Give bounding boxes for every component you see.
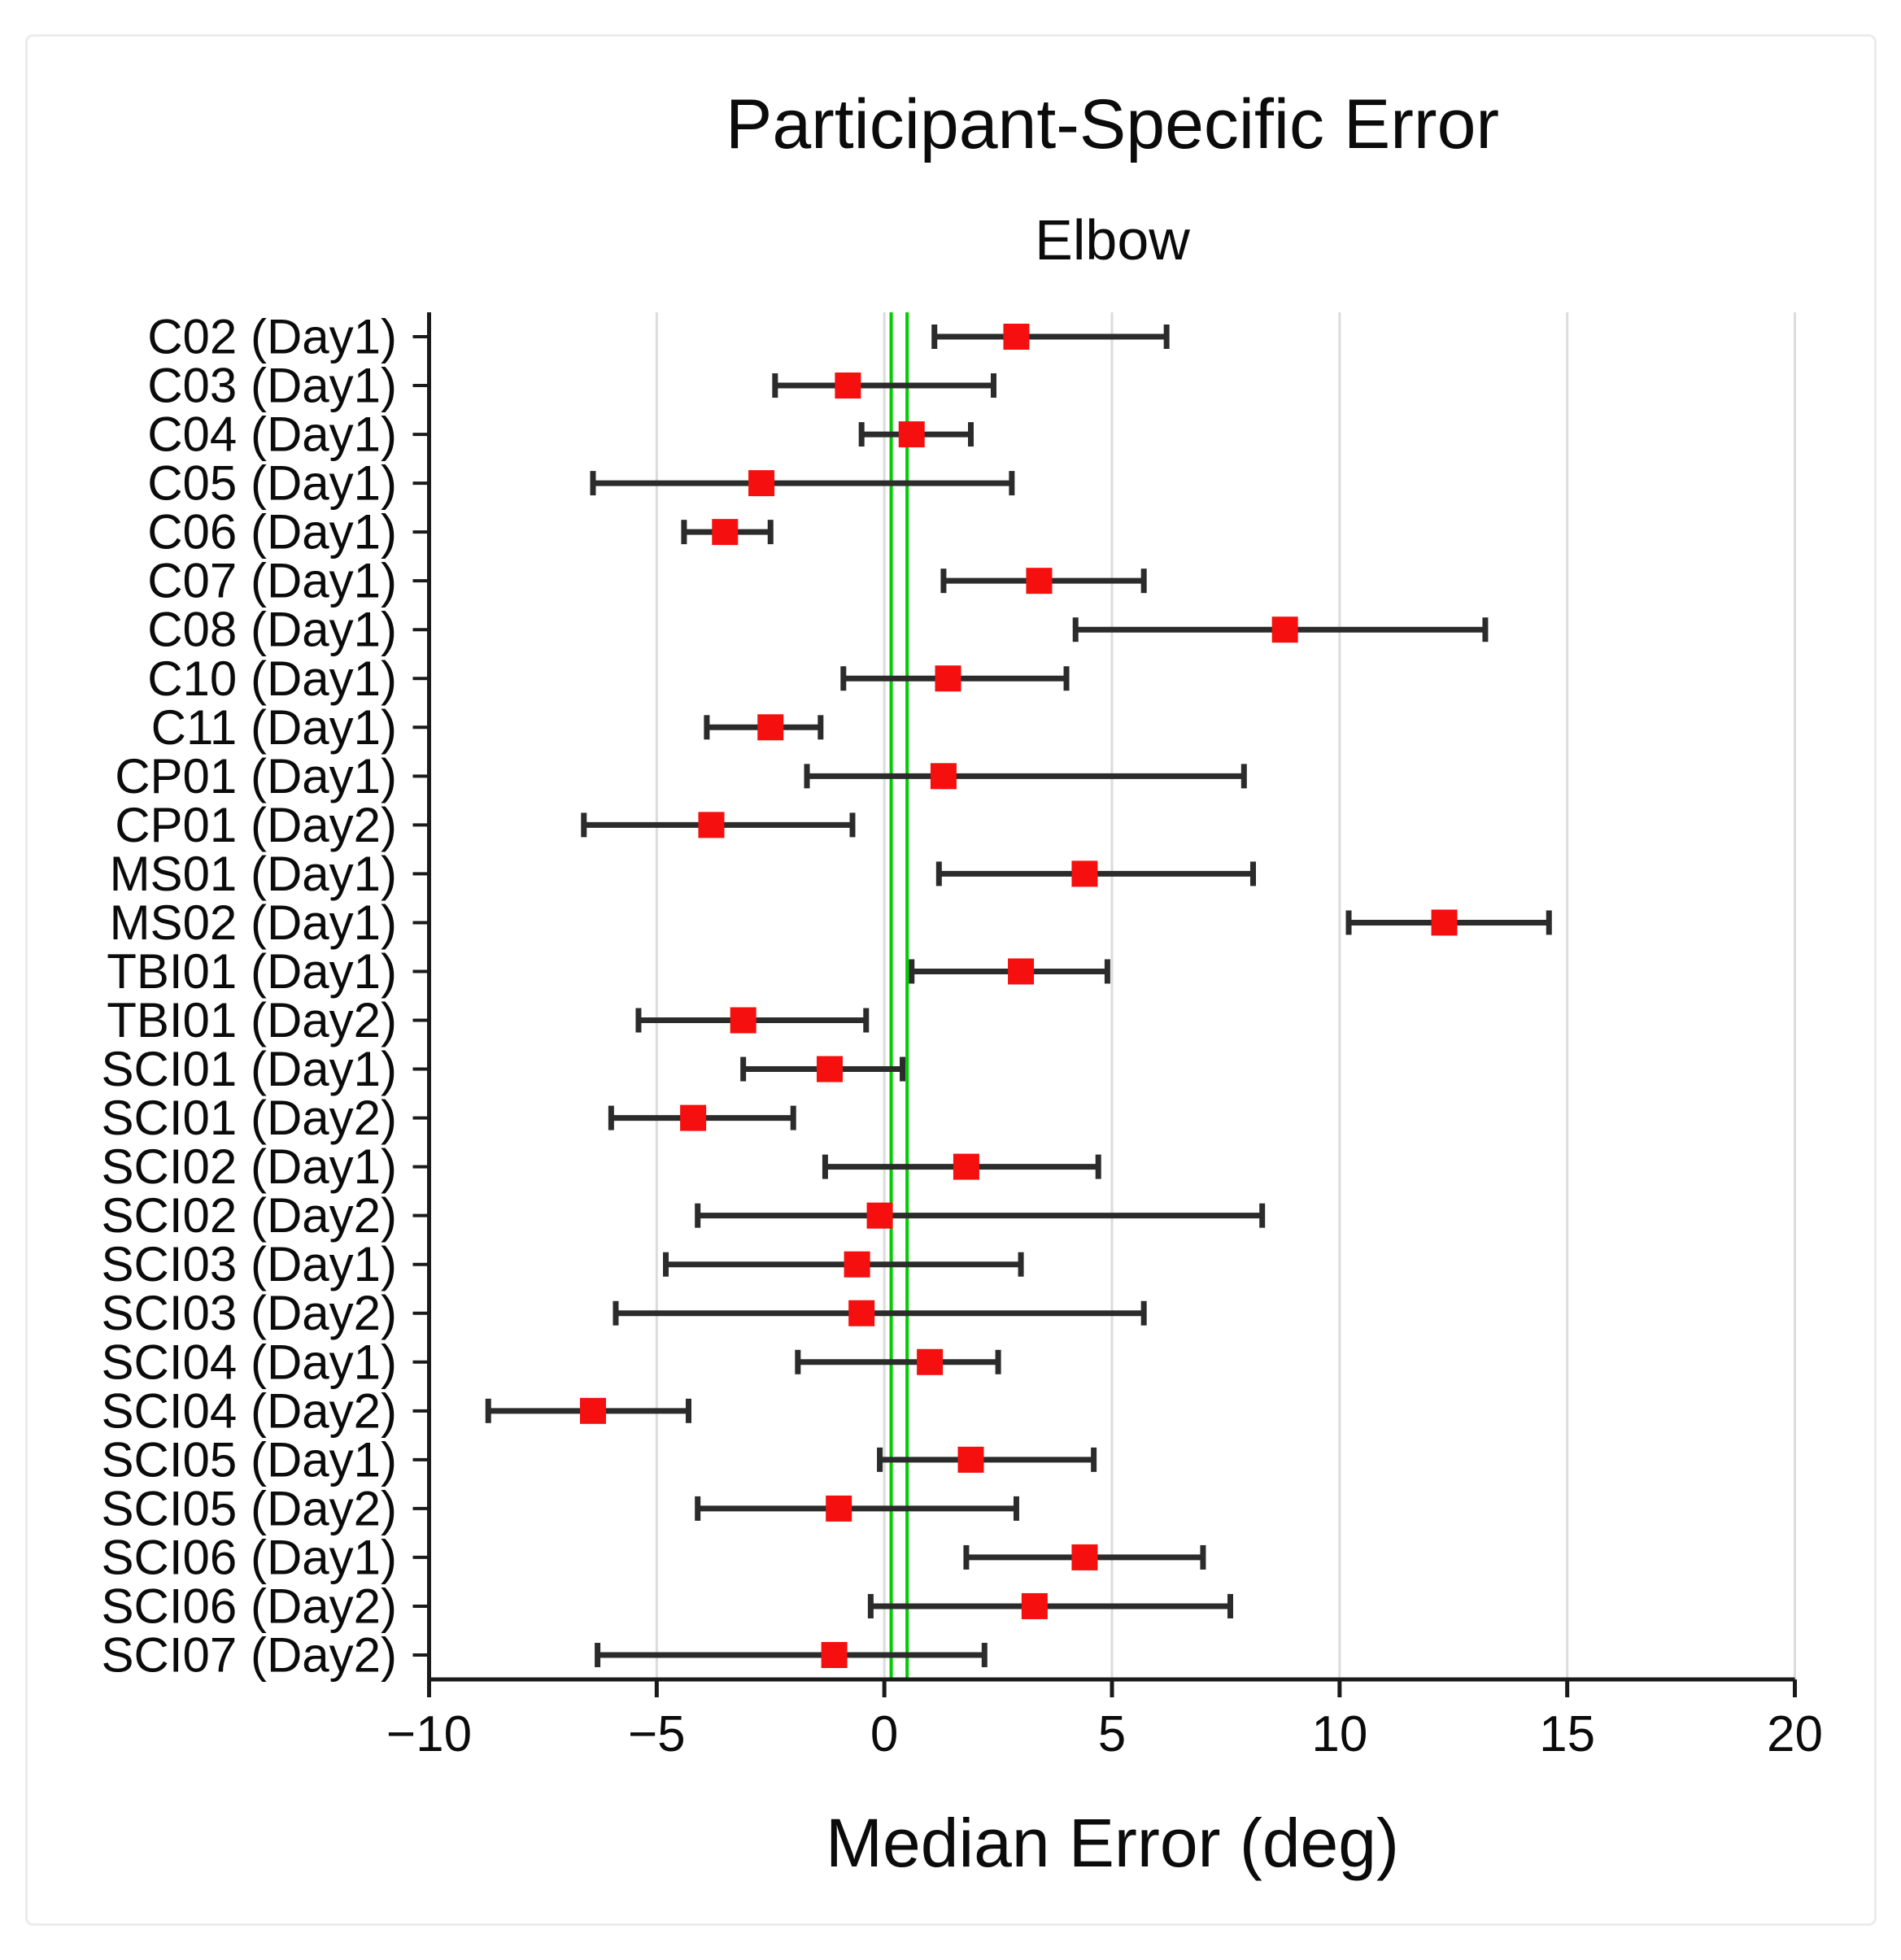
x-tick-label: 10 [1311, 1706, 1367, 1762]
x-tick-label: −5 [628, 1706, 686, 1762]
y-axis-label: C06 (Day1) [147, 505, 397, 560]
y-axis-label: TBI01 (Day1) [107, 944, 397, 999]
y-axis-label: SCI03 (Day2) [102, 1286, 397, 1340]
data-point-marker [680, 1104, 707, 1131]
y-axis-label: SCI05 (Day2) [102, 1481, 397, 1535]
data-point-marker [917, 1348, 944, 1375]
y-axis-label: C05 (Day1) [147, 456, 397, 511]
y-axis-label: CP01 (Day2) [115, 798, 397, 852]
data-point-marker [579, 1397, 606, 1424]
data-point-marker [1071, 1544, 1098, 1570]
data-point-marker [935, 665, 961, 692]
y-axis-label: SCI01 (Day1) [102, 1042, 397, 1096]
x-tick-label: −10 [386, 1706, 472, 1762]
y-axis-label: MS01 (Day1) [110, 847, 397, 901]
data-point-marker [1003, 324, 1030, 350]
data-point-marker [930, 763, 957, 790]
data-point-marker [866, 1202, 893, 1229]
data-point-marker [821, 1642, 848, 1668]
y-axis-label: SCI04 (Day1) [102, 1335, 397, 1389]
data-point-marker [1026, 568, 1053, 595]
chart-subtitle: Elbow [1035, 208, 1190, 272]
y-axis-label: C03 (Day1) [147, 359, 397, 413]
data-point-marker [1021, 1592, 1048, 1619]
y-axis-label: SCI07 (Day2) [102, 1628, 397, 1683]
data-point-marker [848, 1300, 875, 1326]
data-point-marker [1071, 860, 1098, 887]
y-axis-label: C02 (Day1) [147, 310, 397, 364]
data-point-marker [826, 1495, 852, 1522]
y-axis-label: CP01 (Day1) [115, 749, 397, 804]
y-axis-label: C08 (Day1) [147, 603, 397, 657]
y-axis-label: SCI03 (Day1) [102, 1237, 397, 1291]
y-axis-label: TBI01 (Day2) [107, 993, 397, 1048]
y-axis-label: MS02 (Day1) [110, 895, 397, 950]
data-point-marker [1431, 909, 1458, 936]
data-point-marker [1271, 616, 1298, 643]
data-point-marker [817, 1056, 844, 1082]
x-tick-label: 5 [1098, 1706, 1126, 1762]
data-point-marker [698, 812, 725, 838]
data-point-marker [1008, 958, 1035, 985]
y-axis-label: SCI02 (Day2) [102, 1188, 397, 1243]
y-axis-label: SCI02 (Day1) [102, 1139, 397, 1194]
y-axis-label: SCI01 (Day2) [102, 1091, 397, 1145]
data-point-marker [757, 714, 784, 741]
y-axis-label: SCI06 (Day2) [102, 1579, 397, 1633]
x-tick-label: 0 [870, 1706, 898, 1762]
x-tick-label: 15 [1539, 1706, 1595, 1762]
y-axis-label: C11 (Day1) [151, 700, 397, 755]
data-point-marker [844, 1251, 870, 1278]
y-axis-label: C04 (Day1) [147, 407, 397, 462]
y-axis-label: C07 (Day1) [147, 554, 397, 608]
data-point-marker [748, 470, 775, 497]
chart-title: Participant-Specific Error [725, 85, 1500, 163]
data-point-marker [957, 1446, 984, 1473]
y-axis-label: SCI06 (Day1) [102, 1530, 397, 1584]
data-point-marker [730, 1007, 756, 1034]
y-axis-label: SCI04 (Day2) [102, 1383, 397, 1438]
y-axis-label: C10 (Day1) [147, 651, 397, 706]
x-axis-label: Median Error (deg) [826, 1805, 1399, 1881]
y-axis-label: SCI05 (Day1) [102, 1432, 397, 1487]
data-point-marker [835, 372, 861, 399]
data-point-marker [712, 519, 739, 546]
data-point-marker [898, 421, 925, 448]
x-tick-label: 20 [1767, 1706, 1823, 1762]
data-point-marker [953, 1153, 979, 1180]
